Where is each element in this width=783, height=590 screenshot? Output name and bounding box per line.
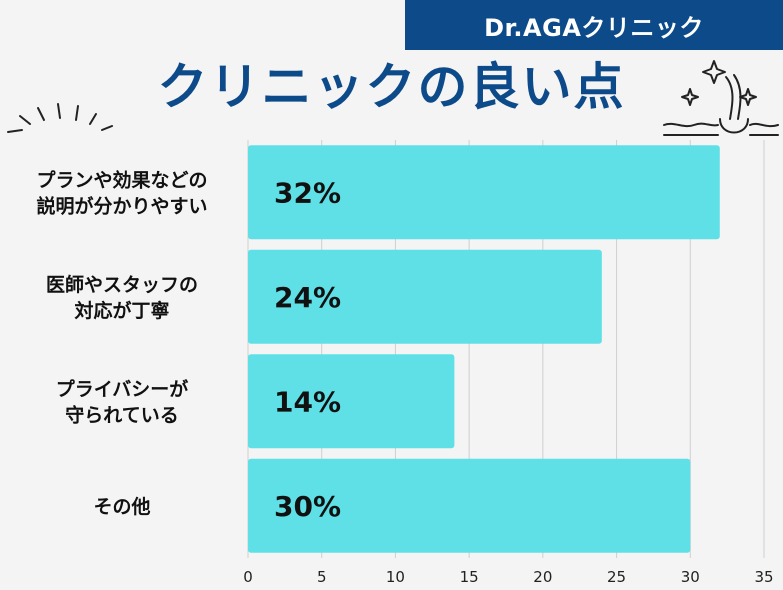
hair-follicle-sparkle-icon: [663, 60, 779, 136]
data-label: 32%: [274, 176, 341, 209]
brand-name: Dr.AGAクリニック: [484, 13, 704, 42]
data-label: 30%: [274, 490, 341, 523]
data-label: 24%: [274, 281, 341, 314]
bar: [248, 145, 720, 240]
x-tick-label: 30: [681, 568, 700, 586]
bar: [248, 354, 455, 449]
category-label: プライバシーが守られている: [56, 377, 189, 426]
category-label: その他: [93, 495, 150, 518]
x-tick-label: 25: [607, 568, 626, 586]
bar: [248, 249, 602, 344]
x-tick-label: 20: [533, 568, 552, 586]
x-tick-label: 15: [460, 568, 479, 586]
category-label: プランや効果などの説明が分かりやすい: [36, 168, 207, 217]
data-label: 14%: [274, 385, 341, 418]
x-tick-label: 10: [386, 568, 405, 586]
x-tick-label: 35: [754, 568, 773, 586]
x-tick-label: 5: [317, 568, 327, 586]
brand-banner: Dr.AGAクリニック: [405, 0, 783, 50]
page-title: クリニックの良い点: [157, 58, 626, 116]
category-label: 医師やスタッフの対応が丁寧: [46, 273, 198, 322]
x-tick-label: 0: [243, 568, 253, 586]
bar: [248, 458, 691, 553]
sparkle-lines-icon: [7, 103, 113, 133]
